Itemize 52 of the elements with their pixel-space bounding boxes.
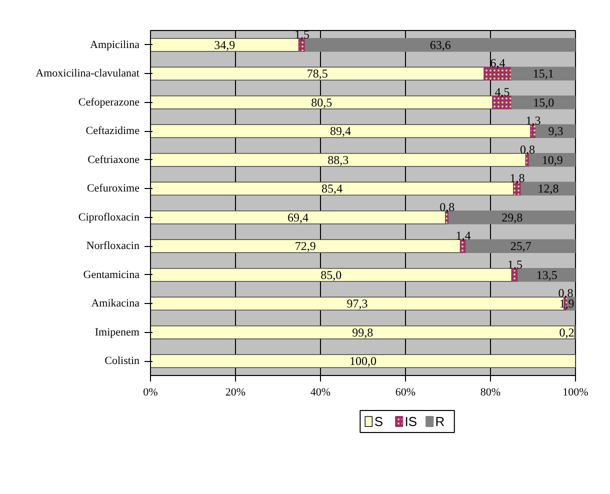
data-label: 15,0 xyxy=(533,95,554,110)
x-tick-label: 20% xyxy=(225,386,246,398)
x-tick-label: 60% xyxy=(395,386,416,398)
y-tick-label: Amikacina xyxy=(91,298,140,310)
y-tick-label: Gentamicina xyxy=(83,268,140,281)
data-label: 85,4 xyxy=(321,182,342,196)
y-tick-label: Cefoperazone xyxy=(78,96,140,108)
data-label: 1,8 xyxy=(510,171,525,186)
y-tick-label: Colistin xyxy=(104,355,140,368)
y-tick-label: Amoxicilina-clavulanat xyxy=(36,68,140,80)
data-label: 12,8 xyxy=(538,182,559,196)
y-tick-label: Ceftazidime xyxy=(86,125,140,138)
data-label: 63,6 xyxy=(430,38,451,52)
data-label: 25,7 xyxy=(510,239,532,254)
x-tick-label: 0% xyxy=(143,386,158,398)
data-label: 97,3 xyxy=(346,296,368,311)
data-label: 1,4 xyxy=(456,228,471,243)
data-label: 6,4 xyxy=(490,56,506,70)
y-tick-label: Cefuroxime xyxy=(86,182,140,195)
legend-label: S xyxy=(374,414,384,429)
data-label: 13,5 xyxy=(536,268,558,282)
y-tick-label: Norfloxacin xyxy=(86,240,140,252)
legend-label: IS xyxy=(404,414,418,429)
data-label: 9,3 xyxy=(548,124,564,138)
legend-label: R xyxy=(435,414,445,429)
data-label: 99,8 xyxy=(352,325,374,340)
data-label: 10,9 xyxy=(542,152,563,167)
y-tick-label: Ciprofloxacin xyxy=(78,211,140,224)
y-tick-label: Imipenem xyxy=(94,326,140,338)
data-label: 0,8 xyxy=(558,286,574,300)
x-tick-label: 40% xyxy=(310,386,331,398)
data-label: 0,8 xyxy=(440,200,455,214)
y-tick-label: Ampicilina xyxy=(90,38,140,51)
data-label: 100,0 xyxy=(350,354,376,368)
data-label: 85,0 xyxy=(320,268,342,282)
data-label: 78,5 xyxy=(306,66,328,81)
data-label: 72,9 xyxy=(294,239,316,254)
data-label: 29,8 xyxy=(502,210,523,224)
data-label: 1,5 xyxy=(507,257,522,272)
data-label: 0,2 xyxy=(559,325,574,340)
data-label: 69,4 xyxy=(287,210,308,224)
data-label: 80,5 xyxy=(311,95,332,110)
data-label: 34,9 xyxy=(214,38,236,52)
data-label: 0,8 xyxy=(520,142,535,156)
data-label: 15,1 xyxy=(532,66,554,81)
y-tick-label: Ceftriaxone xyxy=(88,154,140,166)
x-tick-label: 100% xyxy=(562,386,588,398)
data-label: 89,4 xyxy=(330,124,351,138)
data-label: 88,3 xyxy=(328,152,349,167)
x-tick-label: 80% xyxy=(480,386,501,398)
data-label: 4,5 xyxy=(494,84,510,99)
data-label: 1,3 xyxy=(526,114,541,128)
